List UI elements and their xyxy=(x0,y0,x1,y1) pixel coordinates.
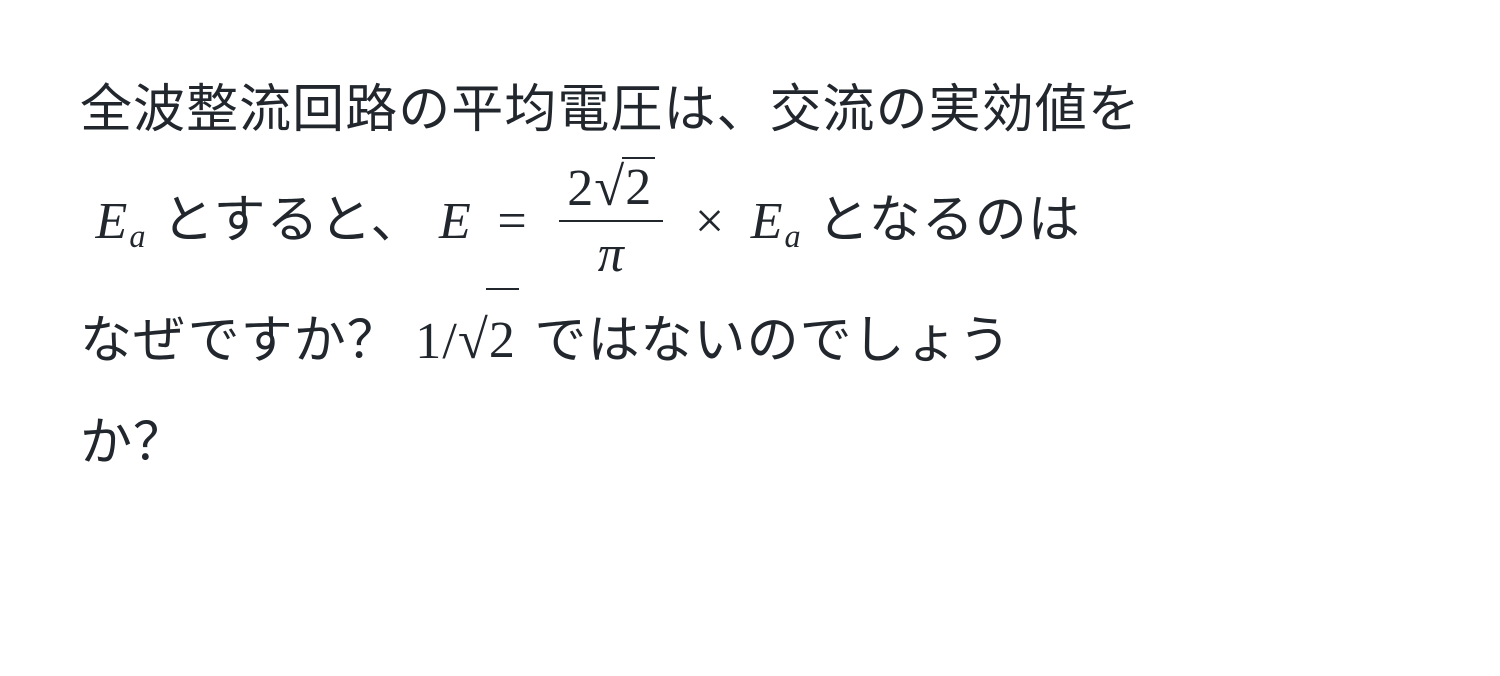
sqrt-2-b: √2 xyxy=(458,287,519,393)
num-2: 2 xyxy=(567,160,594,217)
radicand-2-a: 2 xyxy=(622,157,655,216)
expr-1-over-sqrt2: 1/√2 xyxy=(415,312,534,370)
slash: / xyxy=(442,313,458,370)
question-paragraph: 全波整流回路の平均電圧は、交流の実効値を Ea とすると、 E = 2√2 π … xyxy=(0,0,1500,555)
text-run-4: なぜですか？ xyxy=(80,312,415,370)
text-run-1: 全波整流回路の平均電圧は、交流の実効値を xyxy=(80,81,1141,139)
var-E: E xyxy=(96,193,129,250)
fraction-2sqrt2-over-pi: 2√2 π xyxy=(559,157,663,282)
var-E-left: E xyxy=(439,193,472,250)
times-sign: × xyxy=(695,193,725,250)
one: 1 xyxy=(415,313,442,370)
text-run-6: か？ xyxy=(80,414,186,472)
radicand-2-b: 2 xyxy=(486,288,519,391)
radical-icon-2: √ xyxy=(458,309,489,370)
radical-icon: √ xyxy=(594,156,625,217)
text-run-3: となるのは xyxy=(817,192,1081,250)
fraction-numerator: 2√2 xyxy=(559,157,663,221)
var-E-right: E xyxy=(751,193,784,250)
text-run-5: ではないのでしょう xyxy=(534,312,1011,370)
sub-a: a xyxy=(129,218,146,254)
sub-a-right: a xyxy=(785,218,802,254)
text-run-2: とすると、 xyxy=(162,192,424,250)
sqrt-2-a: √2 xyxy=(594,157,655,217)
equals-sign: = xyxy=(497,193,527,250)
fraction-denominator: π xyxy=(559,222,663,283)
expr-equation: E = 2√2 π × Ea xyxy=(439,192,817,250)
expr-Ea-1: Ea xyxy=(80,192,146,250)
